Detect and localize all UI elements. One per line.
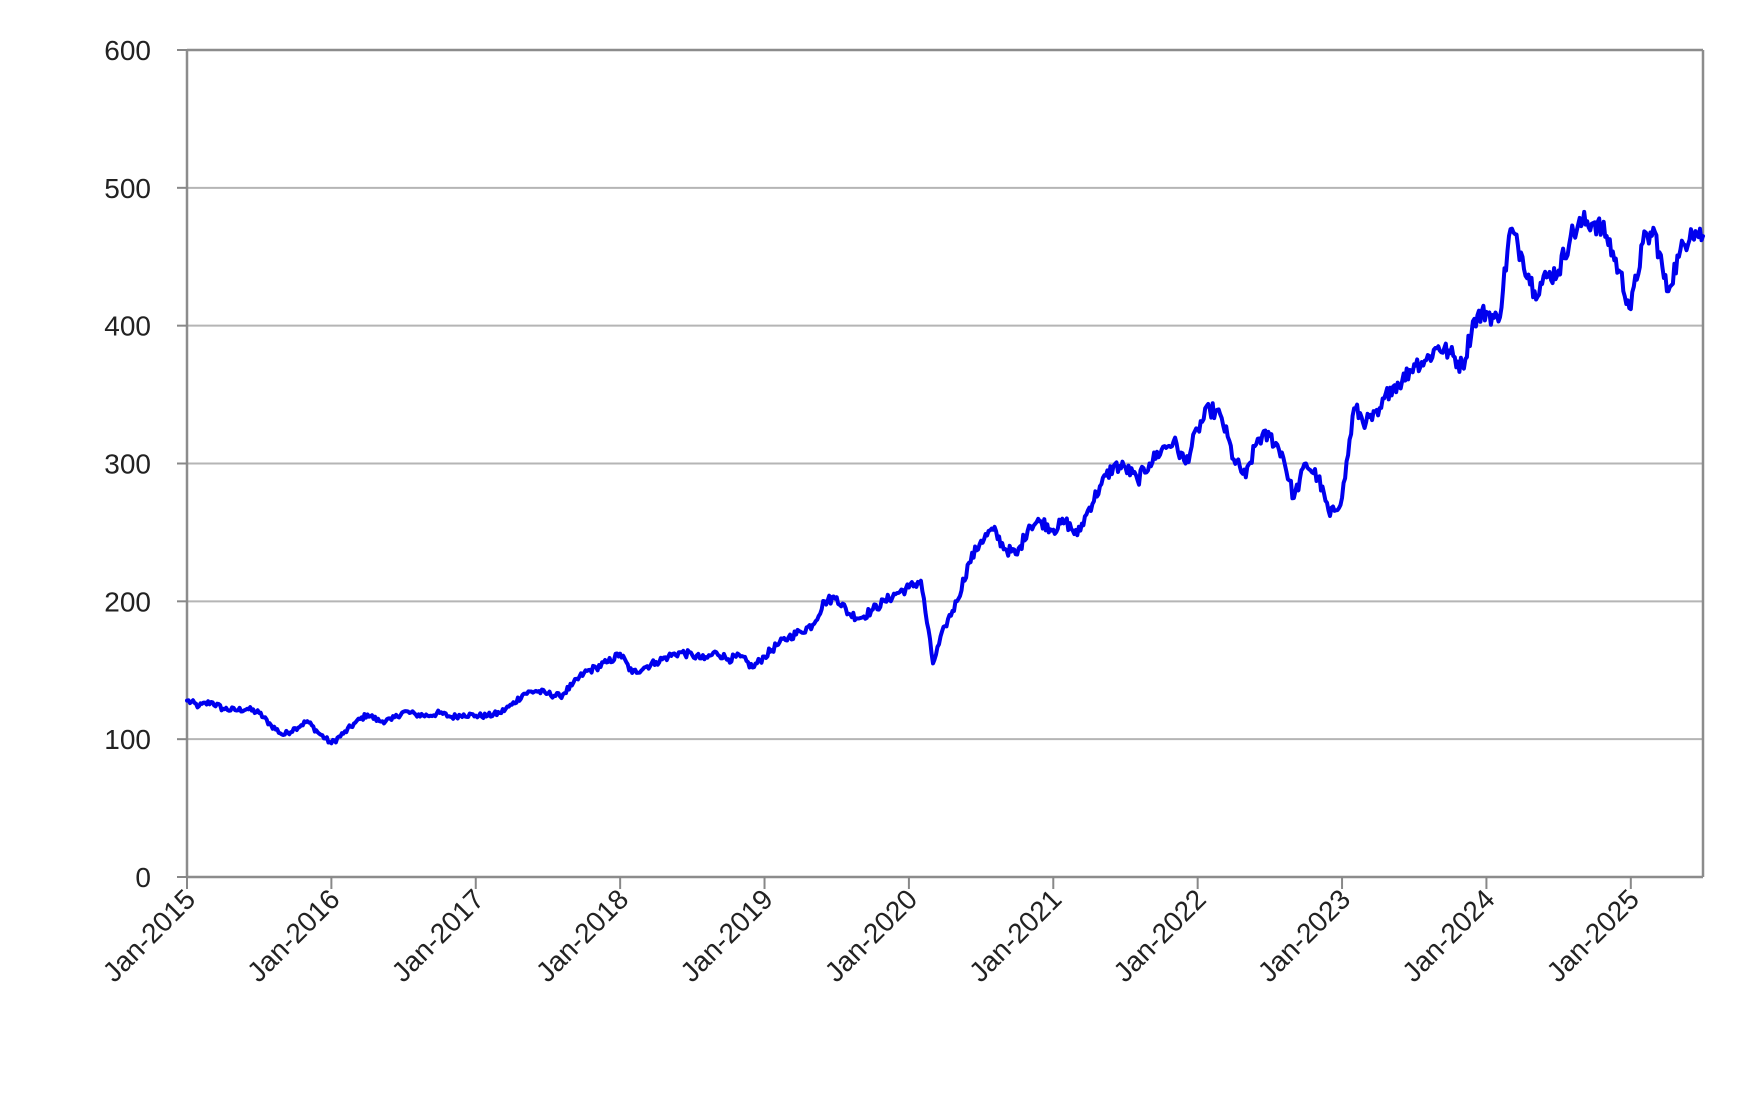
series-line — [185, 209, 1705, 746]
x-tick-label: Jan-2025 — [1541, 883, 1645, 987]
x-tick-label: Jan-2018 — [530, 883, 634, 987]
x-axis-ticks: Jan-2015 Jan-2016 Jan-2017 Jan-2018 Jan-2019… — [97, 877, 1645, 988]
x-tick-label: Jan-2023 — [1252, 883, 1356, 987]
y-tick-label: 500 — [104, 173, 151, 204]
x-tick-label: Jan-2020 — [819, 883, 923, 987]
y-tick-label: 400 — [104, 311, 151, 342]
x-tick-label: Jan-2016 — [241, 883, 345, 987]
x-tick-label: Jan-2021 — [963, 883, 1067, 987]
y-tick-label: 0 — [135, 862, 151, 893]
gridlines — [187, 49, 1703, 741]
x-tick-label: Jan-2017 — [386, 883, 490, 987]
y-tick-label: 300 — [104, 449, 151, 480]
x-tick-label: Jan-2015 — [97, 883, 201, 987]
y-tick-label: 600 — [104, 35, 151, 66]
y-tick-label: 200 — [104, 586, 151, 617]
x-tick-label: Jan-2019 — [674, 883, 778, 987]
x-tick-label: Jan-2024 — [1396, 883, 1500, 987]
x-tick-label: Jan-2022 — [1107, 883, 1211, 987]
series-layer — [185, 209, 1705, 746]
y-axis-ticks: 0 100 200 300 400 500 600 — [104, 35, 187, 893]
y-tick-label: 100 — [104, 724, 151, 755]
